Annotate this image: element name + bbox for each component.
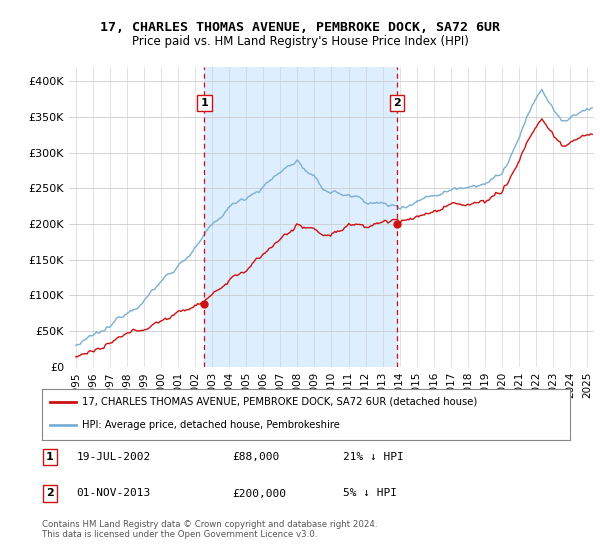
Text: 19-JUL-2002: 19-JUL-2002 bbox=[76, 452, 151, 462]
Text: HPI: Average price, detached house, Pembrokeshire: HPI: Average price, detached house, Pemb… bbox=[82, 421, 340, 431]
Text: 5% ↓ HPI: 5% ↓ HPI bbox=[343, 488, 397, 498]
Text: 2: 2 bbox=[393, 98, 401, 108]
Text: 01-NOV-2013: 01-NOV-2013 bbox=[76, 488, 151, 498]
Text: 17, CHARLES THOMAS AVENUE, PEMBROKE DOCK, SA72 6UR: 17, CHARLES THOMAS AVENUE, PEMBROKE DOCK… bbox=[100, 21, 500, 34]
Text: £88,000: £88,000 bbox=[232, 452, 280, 462]
Text: 2: 2 bbox=[46, 488, 54, 498]
Text: Contains HM Land Registry data © Crown copyright and database right 2024.
This d: Contains HM Land Registry data © Crown c… bbox=[42, 520, 377, 539]
Text: 1: 1 bbox=[46, 452, 54, 462]
Text: 21% ↓ HPI: 21% ↓ HPI bbox=[343, 452, 404, 462]
Text: £200,000: £200,000 bbox=[232, 488, 286, 498]
Text: Price paid vs. HM Land Registry's House Price Index (HPI): Price paid vs. HM Land Registry's House … bbox=[131, 35, 469, 48]
Text: 1: 1 bbox=[200, 98, 208, 108]
Text: 17, CHARLES THOMAS AVENUE, PEMBROKE DOCK, SA72 6UR (detached house): 17, CHARLES THOMAS AVENUE, PEMBROKE DOCK… bbox=[82, 397, 477, 407]
Bar bbox=[205, 67, 397, 367]
